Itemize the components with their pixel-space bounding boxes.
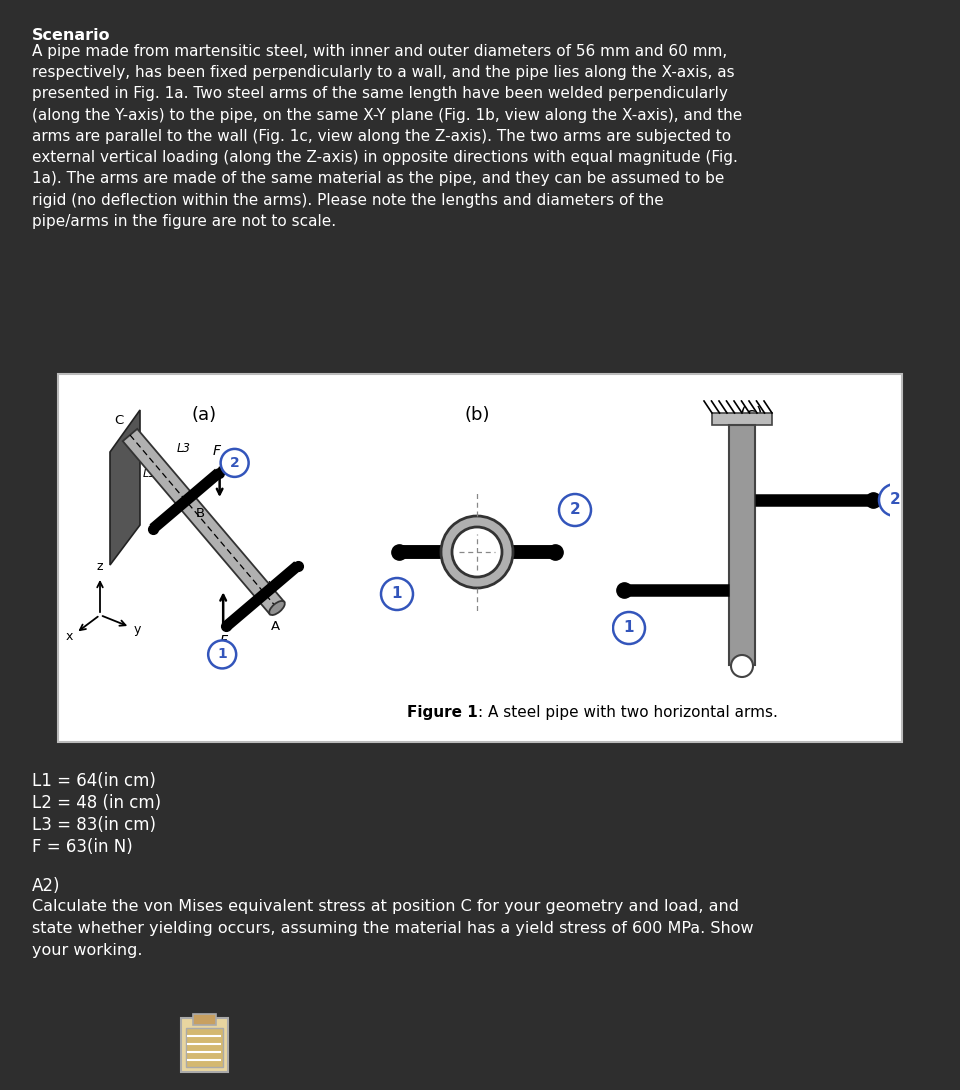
Circle shape — [879, 484, 911, 516]
Text: 1: 1 — [217, 647, 228, 662]
Circle shape — [221, 449, 249, 477]
Circle shape — [381, 578, 413, 610]
Bar — [58, 374, 902, 742]
Text: 2: 2 — [890, 493, 900, 508]
Text: B: B — [196, 507, 205, 520]
Circle shape — [559, 494, 591, 526]
FancyBboxPatch shape — [185, 1028, 223, 1066]
Polygon shape — [123, 428, 284, 614]
Polygon shape — [110, 410, 140, 565]
Text: y: y — [134, 623, 141, 637]
Text: (a): (a) — [191, 405, 217, 424]
Text: (c): (c) — [739, 405, 763, 424]
Ellipse shape — [269, 601, 285, 615]
Text: Figure 1: Figure 1 — [407, 705, 478, 720]
Text: 1: 1 — [392, 586, 402, 602]
FancyBboxPatch shape — [193, 1014, 215, 1025]
Text: Scenario: Scenario — [32, 28, 110, 43]
Text: L1 = 64(in cm): L1 = 64(in cm) — [32, 772, 156, 790]
Text: L2: L2 — [201, 521, 214, 531]
Text: F: F — [212, 444, 221, 458]
Text: L1: L1 — [142, 469, 156, 479]
Circle shape — [452, 526, 502, 577]
Text: (b): (b) — [465, 405, 490, 424]
Circle shape — [441, 516, 513, 588]
Text: x: x — [65, 630, 73, 643]
Text: A pipe made from martensitic steel, with inner and outer diameters of 56 mm and : A pipe made from martensitic steel, with… — [32, 44, 742, 229]
FancyBboxPatch shape — [180, 1017, 228, 1071]
Circle shape — [731, 655, 753, 677]
Text: L3: L3 — [177, 443, 191, 455]
Text: 2: 2 — [569, 502, 581, 518]
Text: F: F — [219, 634, 228, 649]
Text: F = 63(in N): F = 63(in N) — [32, 838, 132, 856]
Circle shape — [613, 611, 645, 644]
Text: C: C — [114, 414, 124, 427]
Bar — [729, 425, 755, 665]
Text: z: z — [97, 560, 104, 573]
Circle shape — [208, 641, 236, 668]
Text: L2 = 48 (in cm): L2 = 48 (in cm) — [32, 794, 161, 812]
Bar — [712, 413, 772, 425]
Text: : A steel pipe with two horizontal arms.: : A steel pipe with two horizontal arms. — [478, 705, 778, 720]
Text: 1: 1 — [624, 620, 635, 635]
Text: A2): A2) — [32, 877, 60, 895]
Text: L1: L1 — [267, 581, 280, 591]
Text: A: A — [271, 620, 279, 633]
Text: L3 = 83(in cm): L3 = 83(in cm) — [32, 816, 156, 834]
Text: 2: 2 — [229, 456, 239, 470]
Text: Calculate the von Mises equivalent stress at position C for your geometry and lo: Calculate the von Mises equivalent stres… — [32, 899, 754, 958]
